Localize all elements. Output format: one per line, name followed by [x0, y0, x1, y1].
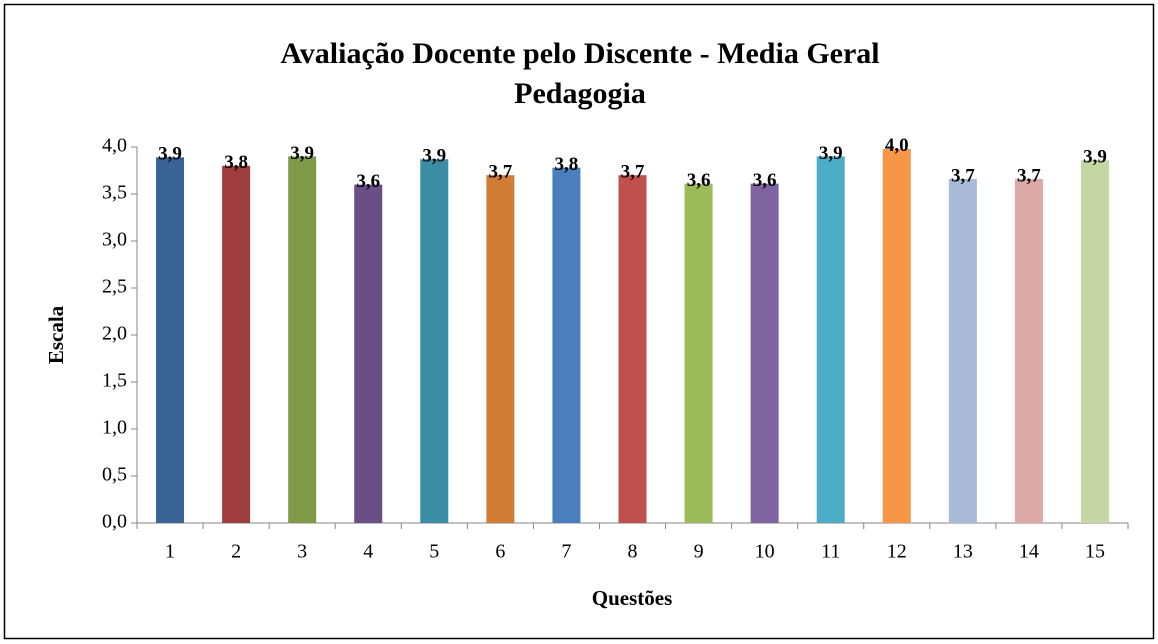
y-tick-label: 2,5	[102, 276, 127, 298]
data-label: 3,9	[290, 143, 314, 164]
x-tick-label: 14	[1019, 541, 1039, 563]
x-tick-label: 6	[495, 541, 505, 563]
bar	[618, 175, 647, 523]
bar	[1014, 178, 1043, 523]
data-label: 3,7	[951, 165, 975, 186]
x-tick-label: 15	[1085, 541, 1105, 563]
bar	[882, 148, 911, 523]
bar	[1080, 160, 1109, 523]
bar	[354, 184, 383, 523]
x-tick-label: 5	[429, 541, 439, 563]
x-tick-label: 10	[755, 541, 775, 563]
y-axis-title: Escala	[44, 305, 68, 364]
x-axis-title: Questões	[592, 586, 673, 610]
bar	[552, 167, 581, 523]
chart-title: Avaliação Docente pelo Discente - Media …	[280, 37, 879, 70]
bar	[288, 156, 317, 523]
data-label: 3,6	[687, 170, 711, 191]
x-tick-label: 9	[694, 541, 704, 563]
x-tick-label: 11	[821, 541, 840, 563]
data-label: 3,7	[621, 162, 645, 183]
data-label: 3,8	[555, 154, 579, 175]
y-tick-label: 1,0	[102, 417, 127, 439]
data-label: 3,7	[1017, 165, 1041, 186]
x-tick-label: 13	[953, 541, 973, 563]
data-label: 3,7	[488, 162, 512, 183]
data-label: 3,9	[819, 143, 843, 164]
y-tick-label: 0,5	[102, 464, 127, 486]
data-label: 3,8	[224, 152, 248, 173]
y-tick-label: 3,5	[102, 182, 127, 204]
x-tick-label: 4	[363, 541, 373, 563]
x-tick-label: 1	[165, 541, 175, 563]
bar	[684, 183, 713, 523]
bar	[420, 159, 449, 523]
data-label: 4,0	[885, 135, 909, 156]
x-tick-label: 3	[297, 541, 307, 563]
x-tick-label: 2	[231, 541, 241, 563]
data-label: 3,9	[1083, 147, 1107, 168]
x-tick-label: 7	[561, 541, 571, 563]
y-tick-label: 3,0	[102, 229, 127, 251]
data-label: 3,9	[158, 144, 182, 165]
bar	[156, 157, 185, 523]
chart-title: Pedagogia	[514, 77, 646, 110]
data-label: 3,6	[753, 170, 777, 191]
y-tick-label: 2,0	[102, 323, 127, 345]
y-tick-label: 4,0	[102, 135, 127, 157]
bar	[486, 175, 515, 523]
bar	[948, 178, 977, 523]
y-tick-label: 0,0	[102, 511, 127, 533]
x-tick-label: 12	[887, 541, 907, 563]
x-tick-label: 8	[628, 541, 638, 563]
bar	[750, 183, 779, 523]
data-label: 3,6	[356, 171, 380, 192]
data-label: 3,9	[422, 146, 446, 167]
bar	[222, 165, 251, 524]
bar	[816, 156, 845, 523]
y-tick-label: 1,5	[102, 370, 127, 392]
